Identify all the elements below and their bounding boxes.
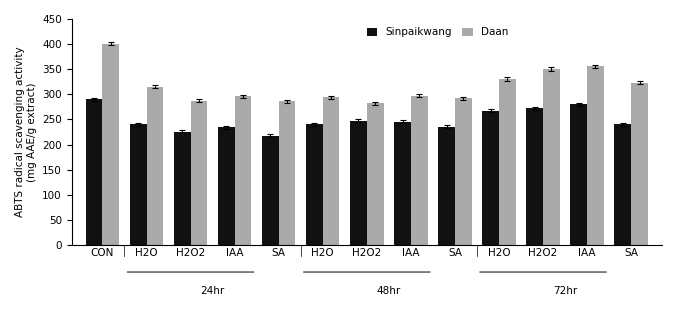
Bar bbox=[262, 136, 279, 245]
Bar bbox=[587, 66, 604, 245]
Bar bbox=[631, 83, 648, 245]
Text: 24hr: 24hr bbox=[200, 286, 225, 295]
Bar bbox=[350, 121, 367, 245]
Bar bbox=[191, 101, 207, 245]
Bar bbox=[306, 124, 323, 245]
Bar bbox=[218, 127, 235, 245]
Bar bbox=[174, 132, 191, 245]
Bar bbox=[455, 98, 472, 245]
Bar bbox=[526, 108, 543, 245]
Legend: Sinpaikwang, Daan: Sinpaikwang, Daan bbox=[364, 24, 512, 41]
Y-axis label: ABTS radical scavenging activity
(mg AAE/g extract): ABTS radical scavenging activity (mg AAE… bbox=[15, 47, 37, 217]
Bar bbox=[615, 124, 631, 245]
Bar bbox=[394, 122, 411, 245]
Bar bbox=[86, 99, 102, 245]
Bar bbox=[482, 111, 499, 245]
Text: 48hr: 48hr bbox=[376, 286, 401, 295]
Bar bbox=[543, 69, 560, 245]
Bar bbox=[570, 104, 587, 245]
Bar bbox=[102, 44, 119, 245]
Bar bbox=[323, 97, 339, 245]
Bar bbox=[235, 96, 251, 245]
Text: 72hr: 72hr bbox=[553, 286, 577, 295]
Bar bbox=[146, 87, 163, 245]
Bar bbox=[130, 124, 146, 245]
Bar bbox=[438, 127, 455, 245]
Bar bbox=[411, 96, 428, 245]
Bar bbox=[367, 103, 384, 245]
Bar bbox=[279, 101, 295, 245]
Bar bbox=[499, 79, 516, 245]
